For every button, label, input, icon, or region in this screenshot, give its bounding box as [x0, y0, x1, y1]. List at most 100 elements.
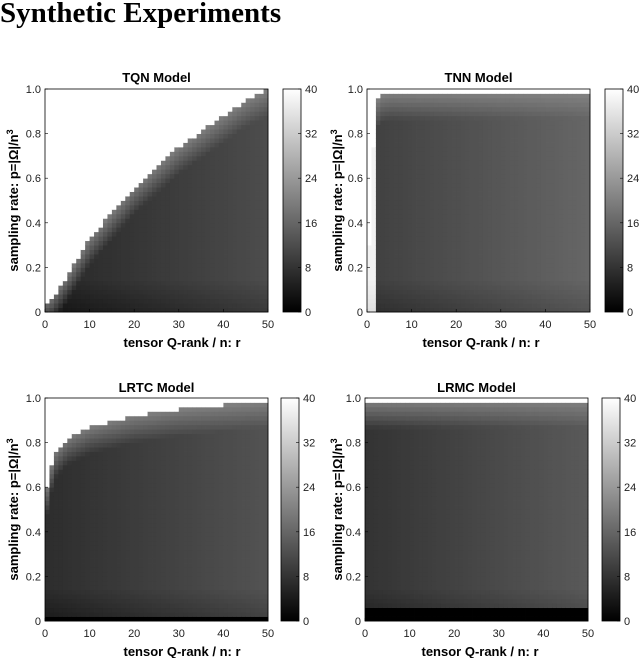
heatmap-cell: [98, 124, 104, 130]
heatmap-cell: [76, 133, 82, 139]
heatmap-cell: [138, 236, 144, 242]
heatmap-cell: [429, 151, 435, 157]
heatmap-cell: [156, 89, 162, 94]
heatmap-cell: [532, 151, 537, 157]
heatmap-cell: [147, 133, 153, 139]
heatmap-cell: [120, 303, 126, 308]
heatmap-cell: [523, 187, 528, 192]
heatmap-cell: [218, 222, 224, 228]
heatmap-cell: [469, 129, 475, 134]
heatmap-cell: [147, 169, 153, 175]
heatmap-cell: [250, 124, 256, 130]
heatmap-cell: [174, 182, 180, 188]
heatmap-cell: [460, 249, 466, 255]
heatmap-cell: [540, 120, 546, 126]
heatmap-cell: [169, 285, 175, 291]
heatmap-cell: [424, 213, 430, 219]
heatmap-cell: [254, 160, 260, 166]
heatmap-cell: [45, 178, 50, 184]
heatmap-cell: [210, 89, 215, 94]
heatmap-cell: [227, 249, 233, 255]
heatmap-cell: [549, 303, 555, 308]
heatmap-cell: [496, 138, 502, 143]
heatmap-cell: [536, 164, 542, 170]
heatmap-cell: [232, 209, 238, 215]
heatmap-cell: [558, 276, 564, 282]
heatmap-cell: [80, 222, 86, 228]
heatmap-cell: [138, 258, 144, 264]
heatmap-cell: [558, 106, 564, 112]
heatmap-cell: [241, 106, 247, 112]
heatmap-cell: [496, 102, 502, 108]
heatmap-cell: [572, 218, 578, 224]
heatmap-cell: [576, 102, 582, 108]
heatmap-cell: [116, 151, 122, 157]
heatmap-cell: [380, 191, 386, 197]
heatmap-cell: [398, 124, 404, 130]
heatmap-cell: [80, 196, 86, 201]
heatmap-cell: [447, 267, 453, 273]
heatmap-cell: [456, 191, 462, 197]
heatmap-cell: [53, 218, 59, 224]
heatmap-cell: [523, 89, 528, 94]
heatmap-cell: [554, 218, 560, 224]
heatmap-cell: [236, 236, 242, 242]
heatmap-cell: [420, 289, 426, 295]
heatmap-cell: [576, 106, 582, 112]
heatmap-cell: [214, 245, 220, 250]
heatmap-cell: [407, 258, 412, 264]
heatmap-cell: [102, 289, 108, 295]
heatmap-cell: [67, 200, 73, 206]
heatmap-cell: [160, 173, 166, 179]
heatmap-cell: [245, 209, 251, 215]
heatmap-cell: [402, 151, 408, 157]
heatmap-cell: [120, 213, 126, 219]
heatmap-cell: [156, 106, 162, 112]
heatmap-cell: [518, 245, 524, 250]
heatmap-cell: [581, 222, 586, 228]
heatmap-cell: [156, 267, 162, 273]
heatmap-cell: [134, 289, 140, 295]
heatmap-cell: [407, 249, 412, 255]
heatmap-cell: [94, 267, 99, 273]
heatmap-cell: [433, 169, 439, 175]
heatmap-cell: [174, 231, 180, 237]
heatmap-cell: [210, 307, 215, 313]
heatmap-cell: [192, 115, 198, 121]
heatmap-cell: [196, 289, 202, 295]
heatmap-cell: [187, 227, 193, 233]
heatmap-cell: [129, 307, 135, 313]
heatmap-cell: [241, 173, 247, 179]
heatmap-cell: [416, 102, 421, 108]
heatmap-cell: [254, 254, 260, 259]
heatmap-cell: [165, 307, 171, 313]
heatmap-cell: [420, 169, 426, 175]
heatmap-cell: [460, 106, 466, 112]
heatmap-cell: [478, 254, 484, 259]
heatmap-cell: [160, 258, 166, 264]
heatmap-cell: [196, 187, 202, 192]
heatmap-cell: [62, 307, 68, 313]
heatmap-cell: [576, 307, 582, 313]
heatmap-cell: [263, 129, 269, 134]
heatmap-cell: [143, 254, 148, 259]
heatmap-cell: [138, 200, 144, 206]
heatmap-cell: [581, 115, 586, 121]
heatmap-cell: [210, 271, 215, 277]
heatmap-cell: [67, 240, 73, 246]
heatmap-cell: [223, 209, 229, 215]
heatmap-cell: [407, 236, 412, 242]
heatmap-cell: [49, 303, 55, 308]
heatmap-cell: [241, 289, 247, 295]
heatmap-cell: [201, 213, 206, 219]
heatmap-cell: [263, 196, 269, 201]
heatmap-cell: [451, 276, 457, 282]
heatmap-cell: [134, 298, 140, 304]
heatmap-cell: [80, 213, 86, 219]
heatmap-cell: [187, 289, 193, 295]
heatmap-cell: [518, 289, 524, 295]
heatmap-cell: [375, 236, 381, 242]
heatmap-cell: [554, 200, 560, 206]
heatmap-cell: [420, 231, 426, 237]
heatmap-cell: [389, 254, 395, 259]
